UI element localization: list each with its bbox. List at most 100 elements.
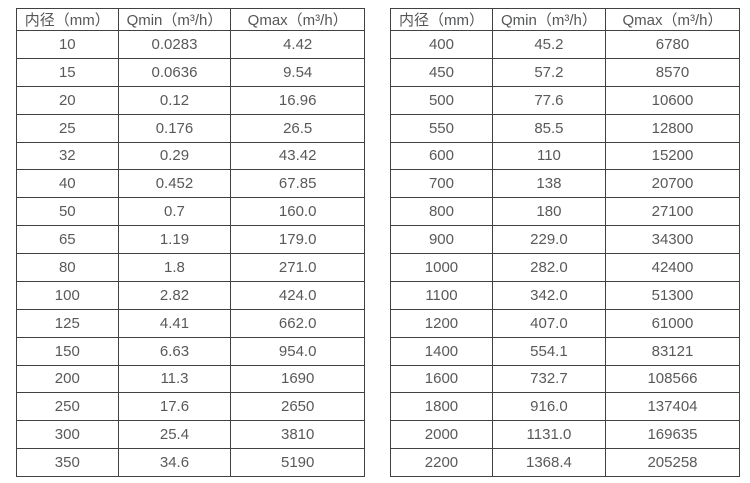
table-cell: 6.63 (117, 336, 232, 366)
table-cell: 10 (16, 30, 119, 59)
table-cell: 11.3 (117, 364, 232, 394)
table-row: 40 0.452 67.85 (16, 169, 365, 199)
table-row: 100 2.82 424.0 (16, 280, 365, 310)
column-header: Qmax（m³/h） (604, 8, 741, 31)
table-cell: 42400 (604, 253, 741, 282)
table-cell: 34.6 (117, 448, 232, 477)
table-cell: 50 (16, 197, 119, 227)
table-cell: 1100 (390, 280, 493, 310)
table-row: 600 110 15200 (390, 141, 741, 171)
table-cell: 916.0 (491, 392, 606, 422)
table-cell: 108566 (604, 364, 741, 394)
table-cell: 12800 (604, 113, 741, 143)
table-cell: 25 (16, 113, 119, 143)
table-cell: 150 (16, 336, 119, 366)
table-cell: 4.41 (117, 308, 232, 338)
flow-spec-table-small-diameters: 内径（mm） Qmin（m³/h） Qmax（m³/h） 10 0.0283 4.42 15… (16, 8, 365, 477)
table-cell: 229.0 (491, 225, 606, 254)
table-cell: 110 (491, 141, 606, 171)
table-cell: 1131.0 (491, 420, 606, 450)
table-cell: 1368.4 (491, 448, 606, 477)
table-row: 2000 1131.0 169635 (390, 420, 741, 450)
table-cell: 34300 (604, 225, 741, 254)
table-cell: 51300 (604, 280, 741, 310)
table-row: 900 229.0 34300 (390, 225, 741, 254)
table-cell: 0.29 (117, 141, 232, 171)
table-cell: 0.0283 (117, 30, 232, 59)
table-cell: 450 (390, 57, 493, 87)
column-header: Qmin（m³/h） (117, 8, 232, 31)
table-cell: 26.5 (230, 113, 365, 143)
table-row: 15 0.0636 9.54 (16, 57, 365, 87)
table-row: 1800 916.0 137404 (390, 392, 741, 422)
table-cell: 1200 (390, 308, 493, 338)
table-cell: 271.0 (230, 253, 365, 282)
table-row: 80 1.8 271.0 (16, 253, 365, 282)
table-cell: 350 (16, 448, 119, 477)
table-row: 125 4.41 662.0 (16, 308, 365, 338)
table-cell: 550 (390, 113, 493, 143)
table-row: 25 0.176 26.5 (16, 113, 365, 143)
table-cell: 342.0 (491, 280, 606, 310)
table-row: 20 0.12 16.96 (16, 85, 365, 115)
table-row: 450 57.2 8570 (390, 57, 741, 87)
table-row: 50 0.7 160.0 (16, 197, 365, 227)
table-cell: 1000 (390, 253, 493, 282)
table-cell: 1800 (390, 392, 493, 422)
table-cell: 5190 (230, 448, 365, 477)
table-cell: 250 (16, 392, 119, 422)
table-cell: 27100 (604, 197, 741, 227)
table-cell: 0.452 (117, 169, 232, 199)
table-cell: 0.12 (117, 85, 232, 115)
table-cell: 85.5 (491, 113, 606, 143)
table-cell: 40 (16, 169, 119, 199)
table-cell: 160.0 (230, 197, 365, 227)
table-cell: 16.96 (230, 85, 365, 115)
table-cell: 180 (491, 197, 606, 227)
table-cell: 10600 (604, 85, 741, 115)
table-cell: 200 (16, 364, 119, 394)
table-cell: 2650 (230, 392, 365, 422)
table-row: 1100 342.0 51300 (390, 280, 741, 310)
table-cell: 17.6 (117, 392, 232, 422)
table-cell: 954.0 (230, 336, 365, 366)
table-row: 10 0.0283 4.42 (16, 30, 365, 59)
table-row: 300 25.4 3810 (16, 420, 365, 450)
column-header: Qmax（m³/h） (230, 8, 365, 31)
table-cell: 100 (16, 280, 119, 310)
table-cell: 80 (16, 253, 119, 282)
column-header: 内径（mm） (390, 8, 493, 31)
table-row: 1200 407.0 61000 (390, 308, 741, 338)
table-cell: 15 (16, 57, 119, 87)
table-cell: 2000 (390, 420, 493, 450)
table-row: 700 138 20700 (390, 169, 741, 199)
table-cell: 8570 (604, 57, 741, 87)
table-cell: 662.0 (230, 308, 365, 338)
header-row: 内径（mm） Qmin（m³/h） Qmax（m³/h） (390, 8, 741, 31)
table-cell: 43.42 (230, 141, 365, 171)
table-cell: 2.82 (117, 280, 232, 310)
table-cell: 61000 (604, 308, 741, 338)
table-cell: 205258 (604, 448, 741, 477)
table-cell: 83121 (604, 336, 741, 366)
table-cell: 1600 (390, 364, 493, 394)
table-cell: 138 (491, 169, 606, 199)
table-row: 500 77.6 10600 (390, 85, 741, 115)
table-cell: 900 (390, 225, 493, 254)
table-cell: 3810 (230, 420, 365, 450)
table-row: 200 11.3 1690 (16, 364, 365, 394)
table-row: 550 85.5 12800 (390, 113, 741, 143)
table-cell: 4.42 (230, 30, 365, 59)
table-cell: 1.19 (117, 225, 232, 254)
table-cell: 1400 (390, 336, 493, 366)
table-cell: 500 (390, 85, 493, 115)
table-cell: 32 (16, 141, 119, 171)
flow-spec-table-large-diameters: 内径（mm） Qmin（m³/h） Qmax（m³/h） 400 45.2 6780 450… (390, 8, 741, 477)
table-row: 800 180 27100 (390, 197, 741, 227)
table-cell: 179.0 (230, 225, 365, 254)
table-cell: 25.4 (117, 420, 232, 450)
table-row: 1600 732.7 108566 (390, 364, 741, 394)
table-cell: 77.6 (491, 85, 606, 115)
table-row: 250 17.6 2650 (16, 392, 365, 422)
